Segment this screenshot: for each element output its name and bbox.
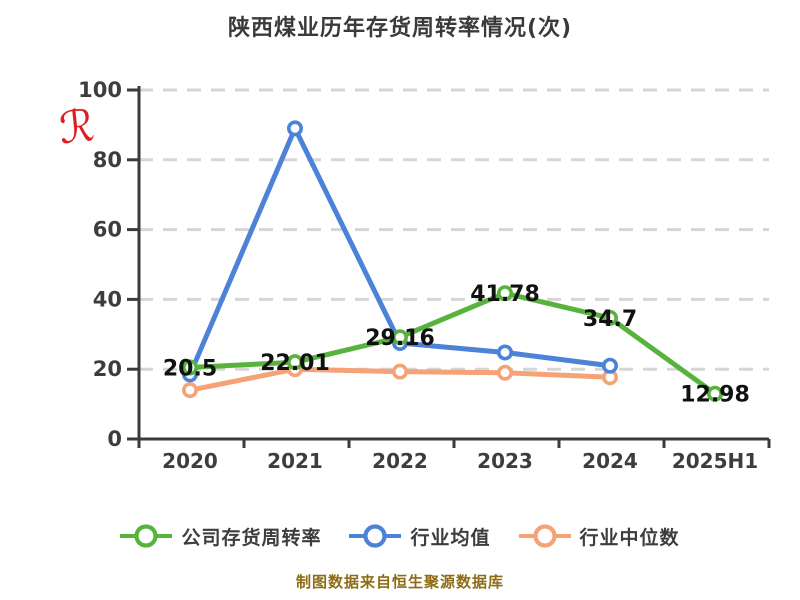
data-point-series-1	[286, 120, 303, 137]
legend-item-1: 行业均值	[349, 521, 490, 551]
point-label-series-0: 29.16	[365, 326, 435, 351]
x-tick-label: 2020	[162, 449, 218, 473]
data-point-series-0	[286, 354, 303, 371]
x-tick-label: 2021	[267, 449, 323, 473]
legend-item-0: 公司存货周转率	[120, 521, 321, 551]
data-point-series-2	[496, 364, 513, 381]
y-tick-label: 20	[93, 357, 122, 381]
red-scribble-annotation: ℛ	[57, 100, 97, 154]
data-point-series-2	[182, 382, 199, 399]
point-label-series-0: 20.5	[163, 356, 217, 381]
point-label-series-0: 41.78	[470, 282, 540, 307]
data-point-series-2	[391, 363, 408, 380]
y-tick-label: 60	[93, 218, 122, 242]
data-point-series-0	[496, 285, 513, 302]
legend-label: 公司存货周转率	[181, 526, 322, 549]
x-tick-label: 2025H1	[672, 449, 758, 473]
legend-label: 行业均值	[410, 526, 491, 549]
x-tick-label: 2024	[582, 449, 638, 473]
point-label-series-0: 12.98	[680, 383, 750, 408]
data-point-series-0	[706, 385, 723, 402]
data-point-series-0	[601, 309, 618, 326]
data-source-note: 制图数据来自恒生聚源数据库	[295, 573, 504, 591]
legend-marker-icon	[120, 524, 173, 548]
point-label-series-0: 22.01	[260, 351, 330, 376]
series-line-0	[187, 290, 718, 397]
legend-label: 行业中位数	[579, 526, 680, 549]
y-tick-label: 40	[93, 287, 122, 311]
x-tick-label: 2023	[477, 449, 533, 473]
x-tick-label: 2022	[372, 449, 428, 473]
y-tick-label: 80	[93, 148, 122, 172]
data-point-series-1	[601, 357, 618, 374]
legend-marker-icon	[349, 524, 402, 548]
data-point-series-0	[182, 359, 199, 376]
y-tick-label: 0	[107, 427, 122, 451]
data-point-series-0	[391, 329, 408, 346]
point-label-series-0: 34.7	[583, 307, 637, 332]
chart-title: 陕西煤业历年存货周转率情况(次)	[227, 16, 573, 41]
y-tick-label: 100	[78, 78, 122, 102]
data-point-series-1	[496, 344, 513, 361]
legend-item-2: 行业中位数	[518, 521, 680, 551]
legend: 公司存货周转率 行业均值 行业中位数	[0, 514, 800, 558]
legend-marker-icon	[518, 524, 571, 548]
